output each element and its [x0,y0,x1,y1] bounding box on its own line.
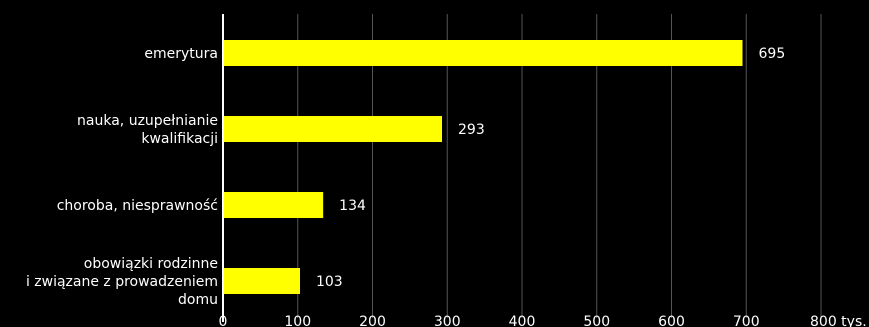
category-label: nauka, uzupełnianie [77,113,218,129]
x-tick-label: 200 [359,314,386,327]
bars [223,40,743,294]
category-label: domu [178,292,218,308]
data-label: 293 [458,122,485,138]
labels: 0 100 200 300 400 500 600 700 800 tys. 695 emerytu… [26,46,867,327]
data-label: 103 [316,274,343,290]
bar [223,116,443,142]
x-tick-label: 300 [434,314,461,327]
bar [223,268,300,294]
data-label: 134 [339,198,366,214]
x-tick-label: 600 [658,314,685,327]
x-tick-label: 800 tys. [810,314,867,327]
bar [223,40,743,66]
category-label: emerytura [144,46,218,62]
category-label: kwalifikacji [141,131,218,147]
category-label: i związane z prowadzeniem [26,274,218,290]
x-tick-label: 500 [583,314,610,327]
x-tick-label: 700 [733,314,760,327]
bar [223,192,324,218]
data-label: 695 [759,46,786,62]
category-label: choroba, niesprawność [57,198,218,214]
x-tick-label: 0 [219,314,228,327]
x-tick-label: 100 [284,314,311,327]
x-tick-label: 400 [509,314,536,327]
category-label: obowiązki rodzinne [84,256,218,272]
